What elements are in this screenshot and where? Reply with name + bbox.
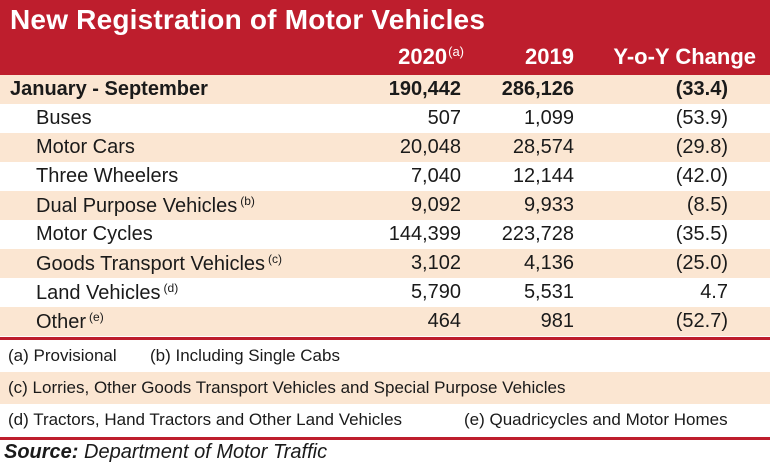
row-note-marker: (d) [163,281,179,295]
row-label-text: Dual Purpose Vehicles [36,195,238,217]
row-label: January - September [10,78,208,100]
table-title: New Registration of Motor Vehicles [10,4,486,35]
cell-yoy: (29.8) [675,136,728,158]
footnote-d: (d) Tractors, Hand Tractors and Other La… [8,410,403,429]
column-header-2020-label: 2020 [398,44,448,69]
row-note-marker: (e) [89,310,104,324]
footnote-a: (a) Provisional [8,346,117,365]
table-row: Motor Cars 20,048 28,574 (29.8) [0,133,770,162]
row-note-marker: (c) [268,252,283,266]
source-line: Source: Department of Motor Traffic [4,441,327,464]
column-header-2020: 2020(a) [398,44,464,70]
cell-2020: 20,048 [399,136,461,158]
cell-2019: 9,933 [523,194,574,216]
row-label-with-note: Goods Transport Vehicles (c) [36,252,282,276]
cell-2020: 507 [427,107,461,129]
cell-2020: 464 [427,310,461,332]
footnote-c: (c) Lorries, Other Goods Transport Vehic… [8,378,566,397]
column-header-yoy: Y-o-Y Change [613,44,756,69]
cell-2020: 3,102 [410,252,461,274]
cell-2019: 223,728 [501,223,574,245]
cell-2019: 1,099 [523,107,574,129]
row-note-marker: (b) [240,194,255,208]
row-label: Three Wheelers [36,165,179,187]
column-header-2020-note: (a) [448,44,464,59]
source-divider [0,437,770,440]
row-label: Motor Cycles [36,223,153,245]
table-row: Other (e) 464 981 (52.7) [0,307,770,336]
cell-2020: 144,399 [388,223,461,245]
footnote-row: (a) Provisional (b) Including Single Cab… [0,340,770,372]
row-label: Buses [36,107,92,129]
table-body: January - September 190,442 286,126 (33.… [0,75,770,336]
source-text: Department of Motor Traffic [84,441,328,463]
footnote-e: (e) Quadricycles and Motor Homes [464,410,728,429]
cell-2019: 5,531 [523,281,574,303]
table-row: Buses 507 1,099 (53.9) [0,104,770,133]
table-row: Three Wheelers 7,040 12,144 (42.0) [0,162,770,191]
cell-yoy: (8.5) [686,194,728,216]
cell-yoy: (35.5) [675,223,728,245]
cell-2020: 9,092 [410,194,461,216]
cell-2019: 4,136 [523,252,574,274]
cell-2020: 7,040 [410,165,461,187]
table-row: Motor Cycles 144,399 223,728 (35.5) [0,220,770,249]
cell-2019: 286,126 [501,78,574,100]
table-row: Land Vehicles (d) 5,790 5,531 4.7 [0,278,770,307]
table-header: New Registration of Motor Vehicles 2020(… [0,0,770,75]
row-label-text: Other [36,311,87,333]
row-label-text: Land Vehicles [36,282,161,304]
column-header-2019: 2019 [525,44,574,69]
row-label: Motor Cars [36,136,135,158]
footnote-row: (d) Tractors, Hand Tractors and Other La… [0,404,770,436]
cell-yoy: (33.4) [675,78,728,100]
row-label-text: Goods Transport Vehicles [36,253,266,275]
cell-yoy: (25.0) [675,252,728,274]
row-label-with-note: Other (e) [36,310,104,334]
footnote-row: (c) Lorries, Other Goods Transport Vehic… [0,372,770,404]
table-row-total: January - September 190,442 286,126 (33.… [0,75,770,104]
footnote-b: (b) Including Single Cabs [150,346,340,365]
table-row: Dual Purpose Vehicles (b) 9,092 9,933 (8.… [0,191,770,220]
cell-yoy: 4.7 [700,281,728,303]
cell-2020: 5,790 [410,281,461,303]
footnotes: (a) Provisional (b) Including Single Cab… [0,340,770,436]
cell-yoy: (52.7) [675,310,728,332]
cell-2019: 981 [540,310,574,332]
row-label-with-note: Land Vehicles (d) [36,281,178,305]
table-row: Goods Transport Vehicles (c) 3,102 4,136 … [0,249,770,278]
notes-divider [0,337,770,340]
cell-2019: 28,574 [512,136,574,158]
cell-2019: 12,144 [512,165,574,187]
cell-yoy: (53.9) [675,107,728,129]
row-label-with-note: Dual Purpose Vehicles (b) [36,194,255,218]
cell-2020: 190,442 [388,78,461,100]
source-prefix: Source: [4,441,79,463]
cell-yoy: (42.0) [675,165,728,187]
